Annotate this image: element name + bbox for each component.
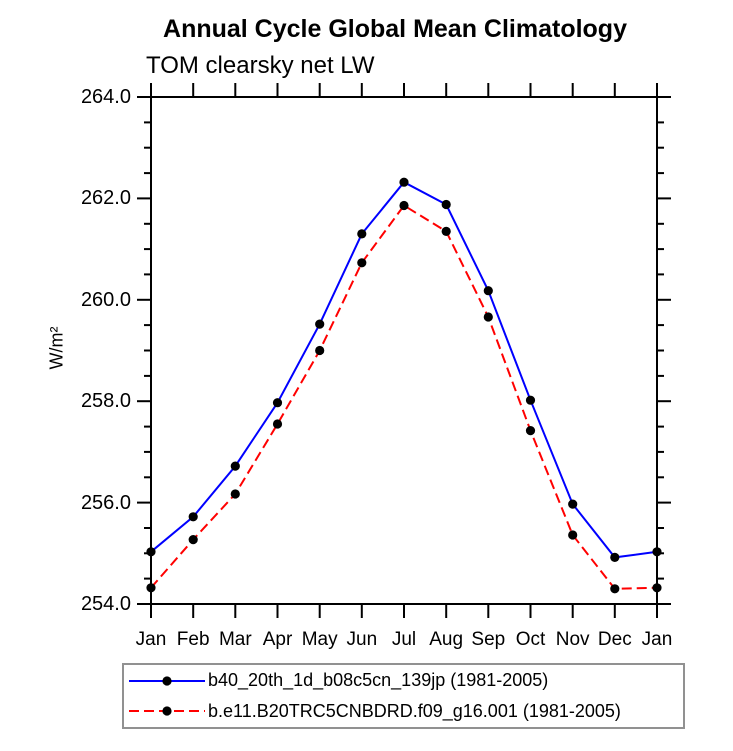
data-point-marker bbox=[146, 547, 156, 557]
legend: b40_20th_1d_b08c5cn_139jp (1981-2005) b.… bbox=[122, 663, 685, 729]
x-tick-label: Sep bbox=[471, 629, 506, 650]
chart-title: Annual Cycle Global Mean Climatology bbox=[163, 15, 627, 43]
legend-line-sample-red-dashed bbox=[129, 706, 205, 716]
legend-sample-marker bbox=[162, 676, 172, 686]
data-point-marker bbox=[483, 312, 493, 322]
legend-item-row: b40_20th_1d_b08c5cn_139jp (1981-2005) bbox=[124, 666, 683, 695]
x-tick-label: Aug bbox=[429, 629, 464, 650]
data-point-marker bbox=[230, 489, 240, 499]
y-tick-label: 254.0 bbox=[80, 593, 131, 615]
x-tick-label: Oct bbox=[515, 629, 546, 650]
data-point-marker bbox=[399, 200, 409, 211]
x-tick-label: Nov bbox=[555, 629, 590, 650]
y-tick-label: 262.0 bbox=[80, 187, 131, 210]
data-point-marker bbox=[610, 584, 620, 594]
data-point-marker bbox=[315, 345, 325, 356]
data-point-marker bbox=[188, 535, 198, 545]
series-line-1 bbox=[150, 204, 658, 590]
x-tick-label: May bbox=[301, 629, 338, 650]
y-tick-label: 260.0 bbox=[80, 288, 131, 311]
axes bbox=[137, 83, 671, 618]
x-tick-label: Mar bbox=[218, 629, 252, 650]
chart-subtitle: TOM clearsky net LW bbox=[146, 52, 375, 79]
data-point-marker bbox=[357, 229, 367, 239]
data-point-marker bbox=[188, 512, 198, 522]
x-tick-label: Feb bbox=[176, 629, 210, 650]
x-tick-label: Jan bbox=[135, 629, 167, 650]
data-point-marker bbox=[525, 426, 536, 436]
legend-label: b.e11.B20TRC5CNBDRD.f09_g16.001 (1981-20… bbox=[208, 700, 621, 721]
data-point-marker bbox=[315, 319, 325, 329]
data-point-marker bbox=[652, 583, 662, 593]
data-point-marker bbox=[399, 177, 409, 187]
data-point-marker bbox=[568, 530, 578, 540]
data-point-marker bbox=[272, 419, 283, 429]
legend-label: b40_20th_1d_b08c5cn_139jp (1981-2005) bbox=[208, 670, 549, 691]
x-tick-label: Jun bbox=[346, 629, 378, 650]
y-tick-label: 256.0 bbox=[80, 491, 131, 514]
x-tick-label: Dec bbox=[597, 629, 632, 650]
plot-frame bbox=[150, 96, 658, 605]
data-point-marker bbox=[230, 461, 240, 471]
data-point-marker bbox=[568, 499, 578, 509]
x-tick-label: Jan bbox=[641, 629, 673, 650]
series-line-0 bbox=[150, 180, 658, 559]
y-tick-label: 258.0 bbox=[80, 390, 131, 413]
data-point-marker bbox=[357, 258, 367, 268]
legend-line-sample-blue-solid bbox=[129, 676, 205, 686]
data-point-marker bbox=[483, 286, 493, 296]
data-point-marker bbox=[441, 226, 451, 236]
data-point-marker bbox=[146, 583, 156, 593]
y-tick-label: 264.0 bbox=[80, 86, 131, 108]
data-point-marker bbox=[610, 552, 620, 563]
x-tick-label: Apr bbox=[262, 629, 293, 650]
legend-sample-marker bbox=[162, 706, 172, 716]
legend-item-row: b.e11.B20TRC5CNBDRD.f09_g16.001 (1981-20… bbox=[124, 697, 683, 726]
data-point-marker bbox=[525, 395, 536, 405]
data-point-marker bbox=[272, 398, 283, 408]
x-tick-label: Jul bbox=[391, 629, 417, 650]
data-point-marker bbox=[441, 199, 451, 210]
data-point-marker bbox=[652, 547, 662, 557]
